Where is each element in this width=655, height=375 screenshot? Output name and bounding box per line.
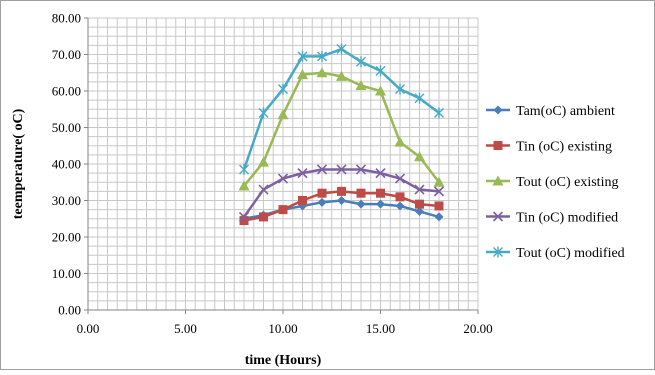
legend-label: Tout (oC) modified [516, 246, 625, 261]
data-point [336, 164, 347, 175]
data-point [434, 212, 444, 222]
series-3 [238, 67, 445, 191]
data-point [238, 180, 250, 191]
data-point [375, 85, 386, 96]
y-tick-label: 0.00 [58, 303, 81, 318]
legend-item: Tout (oC) existing [486, 175, 618, 190]
legend-marker [493, 105, 503, 115]
data-point [316, 164, 328, 175]
data-point [375, 168, 386, 179]
legend-item: Tout (oC) modified [486, 246, 625, 261]
legend-item: Tin (oC) modified [486, 211, 618, 226]
data-point [238, 211, 250, 222]
axes: 0.00 10.00 20.00 30.00 40.00 50.00 60.00 70.00 8… [52, 11, 493, 337]
x-tick-label: 15.00 [366, 321, 395, 336]
legend-label: Tam(oC) ambient [516, 104, 615, 119]
y-tick-label: 60.00 [52, 84, 81, 99]
data-point [414, 92, 425, 104]
grid [87, 17, 479, 311]
data-point [355, 80, 367, 91]
legend: Tam(oC) ambient Tin (oC) existing Tout (oC… [486, 104, 625, 261]
data-point [356, 199, 366, 209]
data-point [356, 188, 366, 198]
data-point [337, 186, 346, 196]
data-point [278, 205, 288, 215]
data-point [395, 192, 405, 202]
data-point [258, 184, 269, 195]
data-point [395, 201, 405, 211]
x-tick-label: 10.00 [268, 321, 297, 336]
y-tick-label: 40.00 [52, 157, 81, 172]
legend-label: Tout (oC) existing [516, 175, 618, 190]
data-point [414, 151, 425, 162]
data-point [414, 184, 425, 195]
data-point [415, 206, 424, 216]
data-point [316, 67, 328, 78]
y-tick-label: 10.00 [52, 266, 81, 281]
data-point [259, 212, 268, 222]
data-point [394, 173, 406, 184]
data-point [298, 196, 307, 205]
legend-label: Tin (oC) existing [516, 140, 612, 155]
x-tick-label: 0.00 [77, 321, 100, 336]
data-point [278, 83, 288, 95]
x-axis-title: time (Hours) [245, 353, 322, 368]
data-point [336, 43, 347, 55]
y-tick-label: 50.00 [52, 120, 81, 135]
data-point [239, 216, 249, 226]
data-point [433, 176, 445, 187]
data-point [433, 186, 445, 197]
data-point [356, 56, 366, 68]
y-tick-label: 20.00 [52, 230, 81, 245]
data-point [394, 136, 406, 147]
legend-label: Tin (oC) modified [516, 211, 618, 226]
series-4 [238, 164, 445, 222]
legend-marker [493, 141, 503, 150]
data-point [317, 197, 327, 207]
y-axis-title: teemperature( oC) [11, 108, 26, 219]
data-point [297, 69, 308, 80]
data-point [376, 199, 385, 209]
series-2 [239, 186, 444, 226]
data-point [317, 188, 327, 198]
legend-marker [493, 246, 503, 258]
data-point [355, 164, 367, 175]
legend-marker [492, 211, 504, 222]
data-point [375, 65, 386, 77]
data-point [434, 107, 444, 119]
legend-marker [492, 175, 504, 186]
data-point [336, 70, 347, 81]
data-point [337, 196, 346, 205]
data-point [434, 201, 444, 211]
y-tick-label: 30.00 [52, 193, 81, 208]
data-point [415, 199, 424, 209]
x-tick-label: 20.00 [463, 321, 492, 336]
data-point [239, 163, 249, 175]
series-group [238, 43, 445, 226]
data-point [297, 50, 308, 62]
data-point [317, 50, 327, 62]
data-point [258, 156, 269, 167]
y-tick-label: 80.00 [52, 11, 81, 26]
legend-item: Tin (oC) existing [486, 140, 612, 155]
data-point [258, 107, 269, 119]
legend-item: Tam(oC) ambient [486, 104, 615, 119]
data-point [277, 109, 289, 120]
series-5 [239, 43, 444, 175]
data-point [395, 83, 405, 95]
x-tick-label: 5.00 [174, 321, 197, 336]
data-point [277, 173, 289, 184]
y-tick-label: 70.00 [52, 47, 81, 62]
data-point [376, 188, 385, 198]
data-point [297, 168, 308, 179]
